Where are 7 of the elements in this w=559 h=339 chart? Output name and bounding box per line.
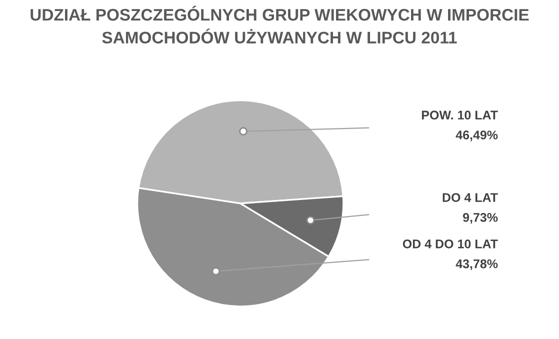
data-label: 9,73% [463,213,498,224]
slice-label: OD 4 DO 10 LAT [402,239,498,248]
data-label: 43,78% [456,259,498,270]
slice-label: DO 4 LAT [442,193,498,202]
slice-label: POW. 10 LAT [422,110,498,120]
data-label: 46,49% [456,130,498,142]
chart-title: UDZIAŁ POSZCZEGÓLNYCH GRUP WIEKOWYCH W IMPORCIE SAMOCHODÓW UŻYWANYCH W LIPCU 2011 [30,6,529,44]
